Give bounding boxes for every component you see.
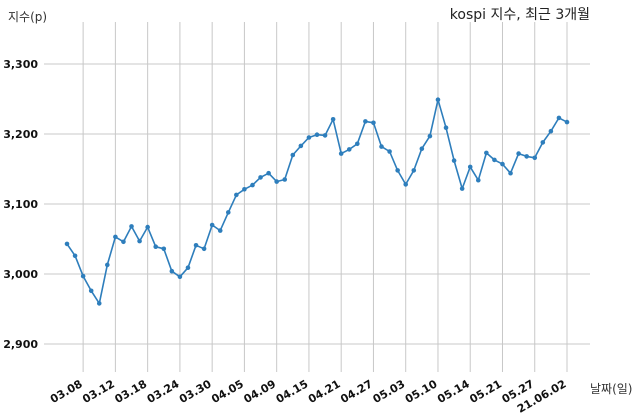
data-point xyxy=(419,146,425,151)
data-point xyxy=(548,128,554,134)
data-point xyxy=(80,273,86,279)
data-point xyxy=(484,150,489,156)
y-tick-label: 3,300 xyxy=(3,58,38,71)
x-axis-label: 날짜(일) xyxy=(590,382,632,396)
grid xyxy=(44,22,590,372)
data-point xyxy=(72,253,78,259)
data-point xyxy=(209,222,215,228)
data-point xyxy=(346,147,352,152)
data-point xyxy=(443,125,449,130)
data-point xyxy=(564,119,570,125)
data-point xyxy=(177,274,183,280)
data-point xyxy=(88,288,94,294)
data-point xyxy=(387,149,392,154)
data-point xyxy=(532,155,538,161)
data-point xyxy=(379,144,384,149)
x-tick-label: 03.30 xyxy=(177,377,214,406)
x-tick-label: 05.14 xyxy=(435,377,472,406)
data-point xyxy=(185,265,191,271)
data-point xyxy=(137,238,142,244)
data-point xyxy=(500,161,505,167)
data-point xyxy=(524,154,529,159)
data-point xyxy=(153,244,159,249)
data-point xyxy=(427,133,433,139)
data-point xyxy=(290,152,296,158)
x-tick-label: 03.12 xyxy=(80,377,117,406)
y-axis: 2,900 3,000 3,100 3,200 3,300 xyxy=(3,58,38,351)
x-axis: 03.0803.1203.1803.2403.3004.0504.0904.15… xyxy=(48,377,569,416)
data-point xyxy=(459,186,465,191)
data-point xyxy=(363,119,368,124)
data-point xyxy=(322,133,328,138)
data-point xyxy=(540,140,546,145)
data-point xyxy=(330,117,336,122)
chart-title: kospi 지수, 최근 3개월 xyxy=(450,7,590,23)
data-point xyxy=(121,239,126,245)
data-point xyxy=(145,224,150,230)
data-point xyxy=(266,170,271,176)
x-tick-label: 05.10 xyxy=(403,377,440,406)
data-point xyxy=(113,234,118,240)
series-line xyxy=(66,98,568,305)
data-point xyxy=(242,187,247,192)
y-axis-label: 지수(p) xyxy=(8,10,47,24)
y-tick-label: 3,200 xyxy=(3,128,38,141)
x-tick-label: 04.15 xyxy=(274,377,311,406)
data-point xyxy=(258,175,263,180)
data-point xyxy=(403,182,409,187)
data-point xyxy=(556,115,562,121)
data-point xyxy=(516,151,521,156)
data-point xyxy=(105,262,110,268)
data-point xyxy=(96,301,102,306)
y-tick-label: 2,900 xyxy=(3,338,38,351)
data-point xyxy=(274,179,279,184)
data-point xyxy=(435,97,441,102)
y-tick-label: 3,000 xyxy=(3,268,38,281)
x-tick-label: 04.09 xyxy=(242,377,279,406)
x-tick-label: 05.03 xyxy=(371,377,408,406)
data-point xyxy=(467,164,473,170)
data-point xyxy=(161,246,167,252)
data-point xyxy=(451,158,457,163)
data-point xyxy=(217,228,223,233)
data-point xyxy=(475,177,481,183)
data-point xyxy=(371,120,376,126)
x-tick-label: 05.21 xyxy=(467,377,504,406)
data-point xyxy=(64,241,70,247)
data-point xyxy=(282,177,288,182)
data-point xyxy=(201,246,207,252)
data-point xyxy=(225,210,231,215)
data-point xyxy=(355,141,360,147)
data-point xyxy=(193,243,199,248)
data-point xyxy=(314,132,320,137)
x-tick-label: 04.27 xyxy=(338,377,375,406)
data-point xyxy=(492,157,497,163)
data-point xyxy=(250,182,255,188)
data-point xyxy=(338,151,344,156)
y-tick-label: 3,100 xyxy=(3,198,38,211)
x-tick-label: 04.21 xyxy=(306,377,343,406)
data-point xyxy=(395,168,400,173)
series-group xyxy=(64,97,570,306)
data-point xyxy=(129,224,134,229)
data-point xyxy=(508,170,513,176)
x-tick-label: 03.18 xyxy=(113,377,150,406)
x-tick-label: 03.24 xyxy=(145,377,182,406)
data-point xyxy=(411,168,417,173)
x-tick-label: 03.08 xyxy=(48,377,85,406)
data-point xyxy=(234,192,239,198)
data-point xyxy=(169,268,175,274)
data-point xyxy=(298,143,304,149)
data-point xyxy=(306,135,312,140)
x-tick-label: 04.05 xyxy=(209,377,246,406)
